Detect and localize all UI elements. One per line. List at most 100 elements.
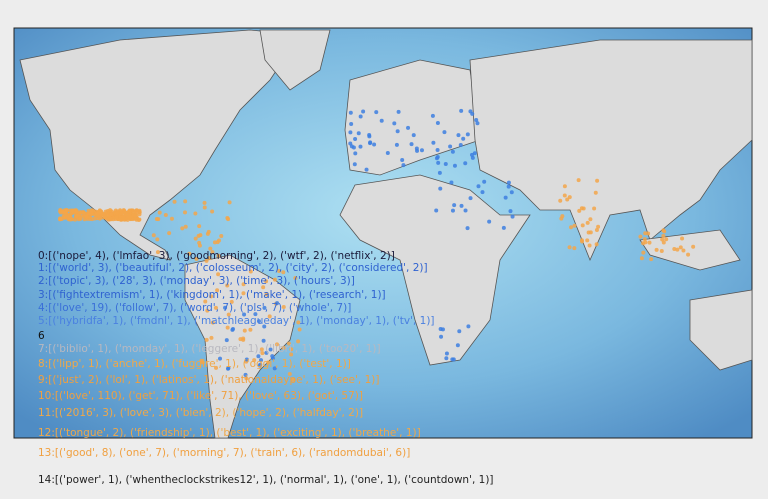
asia xyxy=(469,39,753,262)
point xyxy=(296,339,301,344)
point xyxy=(639,256,644,261)
point xyxy=(243,372,248,377)
point xyxy=(127,214,132,219)
point xyxy=(275,301,280,306)
point xyxy=(268,347,273,352)
point xyxy=(78,216,83,221)
point xyxy=(562,193,567,198)
point xyxy=(681,248,686,253)
point xyxy=(209,294,214,299)
point xyxy=(119,211,124,216)
point xyxy=(459,108,464,113)
point xyxy=(213,305,218,310)
point xyxy=(594,242,599,247)
point xyxy=(291,377,296,382)
cluster-line: 0:[('nope', 4), ('lmfao', 3), ('goodmorn… xyxy=(38,250,395,262)
point xyxy=(194,256,199,261)
point xyxy=(374,110,379,115)
point xyxy=(199,358,204,363)
point xyxy=(372,142,377,147)
point xyxy=(96,211,101,216)
point xyxy=(286,341,291,346)
point xyxy=(579,238,584,243)
point xyxy=(203,299,208,304)
point xyxy=(440,327,445,332)
point xyxy=(465,226,470,231)
point xyxy=(90,217,95,222)
point xyxy=(275,342,280,347)
point xyxy=(262,324,267,329)
point xyxy=(226,312,231,317)
cluster-line: 2:[('topic', 3), ('28', 3), ('monday', 3… xyxy=(38,275,355,287)
point xyxy=(348,141,353,146)
point xyxy=(264,292,269,297)
point xyxy=(444,356,449,361)
cluster-line: 14:[('power', 1), ('whentheclockstrikes1… xyxy=(38,474,494,486)
point xyxy=(596,224,601,229)
point xyxy=(569,225,574,230)
point xyxy=(217,238,222,243)
point xyxy=(661,240,666,245)
point xyxy=(368,140,373,145)
point xyxy=(78,210,83,215)
point xyxy=(353,136,358,141)
point xyxy=(219,233,224,238)
point xyxy=(558,198,563,203)
point xyxy=(248,269,253,274)
point xyxy=(272,366,277,371)
point xyxy=(349,122,354,127)
point xyxy=(182,210,187,215)
point xyxy=(396,109,401,114)
point xyxy=(289,352,294,357)
point xyxy=(287,371,292,376)
point xyxy=(435,148,440,153)
point xyxy=(208,246,213,251)
point xyxy=(253,312,258,317)
point xyxy=(646,231,651,236)
point xyxy=(183,199,188,204)
point xyxy=(107,213,112,218)
cluster-line: 13:[('good', 8), ('one', 7), ('morning',… xyxy=(38,447,411,459)
point xyxy=(70,208,75,213)
point xyxy=(264,279,269,284)
point xyxy=(463,161,468,166)
point xyxy=(137,210,142,215)
point xyxy=(572,246,577,251)
point xyxy=(577,208,582,213)
point xyxy=(207,256,212,261)
australia xyxy=(689,289,753,371)
point xyxy=(154,216,159,221)
point xyxy=(241,282,246,287)
cluster-line: 8:[('lipp', 1), ('anche', 1), ('fuggire'… xyxy=(38,358,351,370)
point xyxy=(435,121,440,126)
point xyxy=(241,291,246,296)
point xyxy=(206,229,211,234)
point xyxy=(643,231,648,236)
point xyxy=(180,226,185,231)
point xyxy=(358,144,363,149)
point xyxy=(108,216,113,221)
point xyxy=(281,305,286,310)
point xyxy=(61,210,66,215)
point xyxy=(459,203,464,208)
cluster-line: 5:[('hybridfa', 1), ('fmdnl', 1), ('matc… xyxy=(38,315,435,327)
point xyxy=(587,243,592,248)
point xyxy=(133,213,138,218)
point xyxy=(642,237,647,242)
point xyxy=(229,299,234,304)
point xyxy=(509,190,514,195)
point xyxy=(352,162,357,167)
point xyxy=(63,215,68,220)
point xyxy=(103,214,108,219)
point xyxy=(358,114,363,119)
point xyxy=(434,208,439,213)
point xyxy=(297,327,302,332)
point xyxy=(256,319,261,324)
point xyxy=(437,170,442,175)
point xyxy=(419,148,424,153)
point xyxy=(567,245,572,250)
point xyxy=(270,354,275,359)
point xyxy=(400,157,405,162)
point xyxy=(588,230,593,235)
point xyxy=(585,220,590,225)
